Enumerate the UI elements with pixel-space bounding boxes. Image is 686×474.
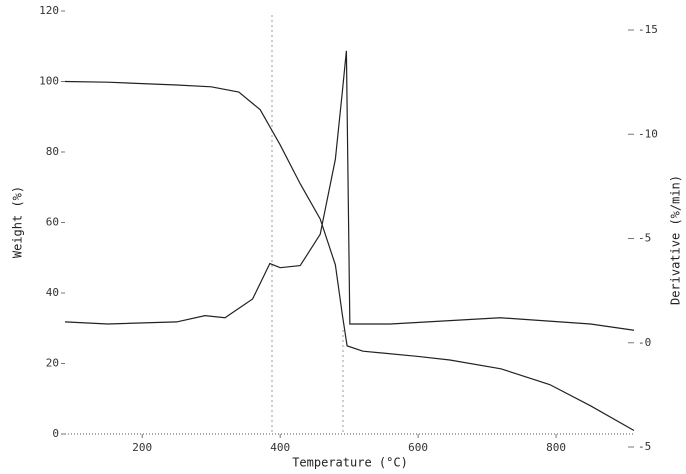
y2-axis-title: Derivative (%/min) <box>669 175 683 305</box>
y2-tick-label: -0 <box>638 336 651 349</box>
x-axis-title: Temperature (°C) <box>292 456 408 470</box>
data-line <box>64 50 635 331</box>
y-tick-label: 100 <box>39 75 59 88</box>
y-axis-title: Weight (%) <box>11 186 25 258</box>
y-tick-label: 60 <box>46 216 59 229</box>
y2-tick-label: -10 <box>638 127 658 140</box>
y2-tick-label: -15 <box>638 23 658 36</box>
x-tick-label: 400 <box>270 441 290 454</box>
x-tick-label: 200 <box>132 441 152 454</box>
y-tick-label: 40 <box>46 286 59 299</box>
x-tick-label: 600 <box>408 441 428 454</box>
y-tick-label: 80 <box>46 145 59 158</box>
y-tick-label: 20 <box>46 357 59 370</box>
x-tick-label: 800 <box>546 441 566 454</box>
y-tick-label: 120 <box>39 4 59 17</box>
data-line <box>64 80 635 431</box>
y2-tick-label: -5 <box>638 440 651 453</box>
y-tick-label: 0 <box>52 427 59 440</box>
y2-tick-label: -5 <box>638 232 651 245</box>
